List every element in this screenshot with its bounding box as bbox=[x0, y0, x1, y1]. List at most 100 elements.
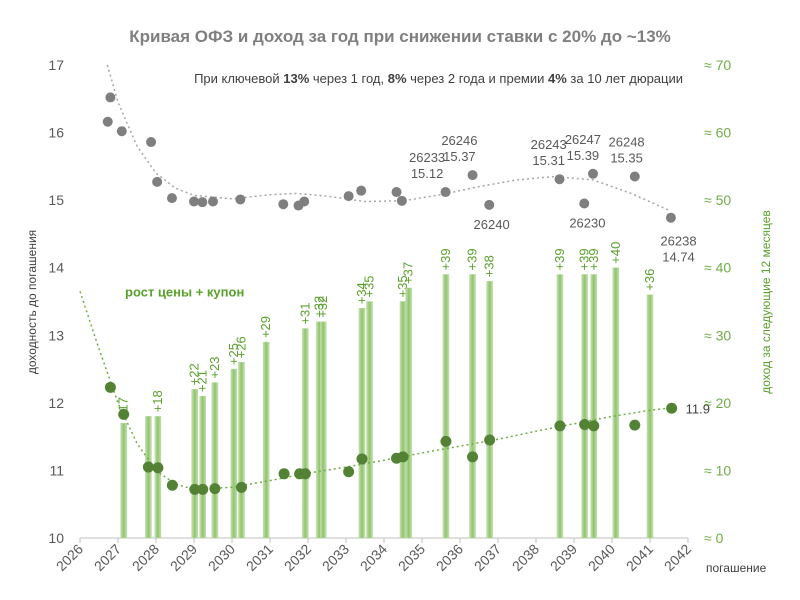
income-point bbox=[467, 451, 479, 463]
y-tick-label: 11 bbox=[49, 462, 64, 478]
income-bar-label: +22 bbox=[187, 363, 202, 385]
y-tick-label: 10 bbox=[48, 530, 64, 546]
yield-point bbox=[396, 195, 407, 206]
yield-point bbox=[588, 168, 598, 179]
income-bar-label: +39 bbox=[586, 248, 601, 270]
income-end-label: 11.9 bbox=[686, 401, 710, 416]
income-bar-label: +29 bbox=[258, 316, 273, 338]
bond-code-label: 26238 bbox=[660, 234, 696, 249]
income-point bbox=[554, 420, 566, 432]
bond-code-label: 26243 bbox=[531, 137, 567, 152]
income-bar-label: +37 bbox=[401, 262, 416, 284]
yield-point bbox=[235, 194, 246, 205]
y2-tick-label: ≈ 70 bbox=[704, 57, 731, 73]
income-bar bbox=[556, 274, 564, 539]
income-bar-label: +26 bbox=[234, 336, 249, 358]
income-bar-label: +40 bbox=[608, 242, 623, 264]
x-tick-label: 2038 bbox=[509, 541, 542, 574]
income-point bbox=[142, 461, 154, 473]
income-bar bbox=[120, 422, 127, 539]
bond-code-label: 26246 bbox=[441, 133, 477, 148]
bond-yield-label: 15.31 bbox=[532, 153, 565, 168]
yield-point bbox=[356, 185, 367, 196]
yield-point bbox=[467, 170, 478, 181]
income-bar bbox=[199, 395, 206, 539]
y2-tick-label: ≈ 50 bbox=[704, 192, 731, 208]
income-bar-label: +39 bbox=[577, 248, 592, 270]
income-bar-label: +39 bbox=[438, 248, 453, 270]
income-bar bbox=[581, 274, 588, 539]
x-tick-label: 2033 bbox=[319, 541, 352, 574]
income-bar bbox=[319, 321, 327, 539]
x-tick-label: 2034 bbox=[357, 541, 390, 574]
y2-tick-label: ≈ 0 bbox=[704, 530, 724, 546]
income-bar bbox=[612, 267, 620, 539]
income-point bbox=[440, 435, 452, 447]
yield-point bbox=[102, 116, 113, 127]
yield-point bbox=[152, 176, 163, 187]
income-point bbox=[236, 481, 247, 493]
income-bar bbox=[154, 416, 162, 539]
x-tick-label: 2040 bbox=[585, 541, 618, 574]
income-point bbox=[484, 434, 496, 446]
income-bar-label: +39 bbox=[552, 248, 567, 270]
yield-point bbox=[278, 199, 289, 210]
income-bar-label: +34 bbox=[354, 282, 369, 304]
income-point bbox=[397, 451, 409, 463]
y-tick-label: 12 bbox=[48, 395, 64, 411]
income-point bbox=[118, 408, 130, 420]
income-point bbox=[278, 468, 290, 480]
income-bar bbox=[191, 389, 199, 539]
y-tick-label: 14 bbox=[48, 260, 64, 276]
chart-title: Кривая ОФЗ и доход за год при снижении с… bbox=[129, 27, 671, 46]
yield-point bbox=[166, 193, 177, 204]
income-bar bbox=[442, 274, 450, 539]
y2-tick-label: ≈ 10 bbox=[704, 462, 731, 478]
income-point bbox=[189, 483, 201, 495]
income-bar-label: +31 bbox=[297, 302, 312, 324]
x-tick-label: 2030 bbox=[205, 541, 238, 574]
income-point bbox=[299, 468, 311, 480]
y2-tick-label: ≈ 40 bbox=[704, 260, 731, 276]
yield-point bbox=[343, 191, 354, 202]
income-bar bbox=[358, 308, 366, 539]
income-bar-label: +23 bbox=[207, 357, 222, 379]
yield-point bbox=[554, 174, 565, 185]
y-axis-label: доходность до погашения bbox=[25, 230, 39, 374]
x-tick-label: 2035 bbox=[395, 541, 428, 574]
plot-area: 2026 2027 2028 2029 2030 2031 2032 2033 2034 2035… bbox=[48, 57, 731, 574]
income-point bbox=[152, 462, 164, 474]
income-bar bbox=[590, 274, 598, 539]
bond-code-label: 26248 bbox=[609, 134, 645, 149]
yield-point bbox=[105, 92, 116, 103]
income-point bbox=[588, 420, 600, 432]
yield-point bbox=[299, 196, 310, 207]
income-point bbox=[209, 483, 221, 495]
x-tick-label: 2031 bbox=[243, 541, 276, 574]
income-bar bbox=[399, 301, 407, 539]
income-bar bbox=[230, 368, 238, 539]
yield-point bbox=[146, 137, 157, 148]
bond-code-label: 26240 bbox=[474, 217, 510, 232]
income-bar-label: +36 bbox=[642, 269, 657, 291]
yield-point bbox=[440, 187, 451, 198]
y2-tick-label: ≈ 60 bbox=[704, 125, 731, 141]
bond-code-label: 26233 bbox=[409, 150, 445, 165]
income-bar bbox=[469, 274, 476, 539]
income-bar-label: +32 bbox=[311, 296, 326, 318]
income-bar-label: +18 bbox=[150, 390, 165, 412]
bond-yield-label: 15.37 bbox=[443, 149, 476, 164]
y2-axis-label: доход за следующие 12 месяцев bbox=[759, 210, 773, 394]
x-tick-label: 2037 bbox=[471, 541, 504, 574]
income-point bbox=[629, 419, 641, 431]
income-point bbox=[197, 483, 209, 495]
income-bar bbox=[145, 416, 152, 539]
income-bar bbox=[302, 328, 309, 539]
income-bar-label: +38 bbox=[482, 255, 497, 277]
chart-subtitle: При ключевой 13% через 1 год, 8% через 2… bbox=[194, 71, 683, 86]
income-point bbox=[166, 479, 178, 491]
bond-yield-label: 15.35 bbox=[610, 150, 643, 165]
income-bar bbox=[238, 362, 245, 539]
income-point bbox=[343, 466, 355, 478]
